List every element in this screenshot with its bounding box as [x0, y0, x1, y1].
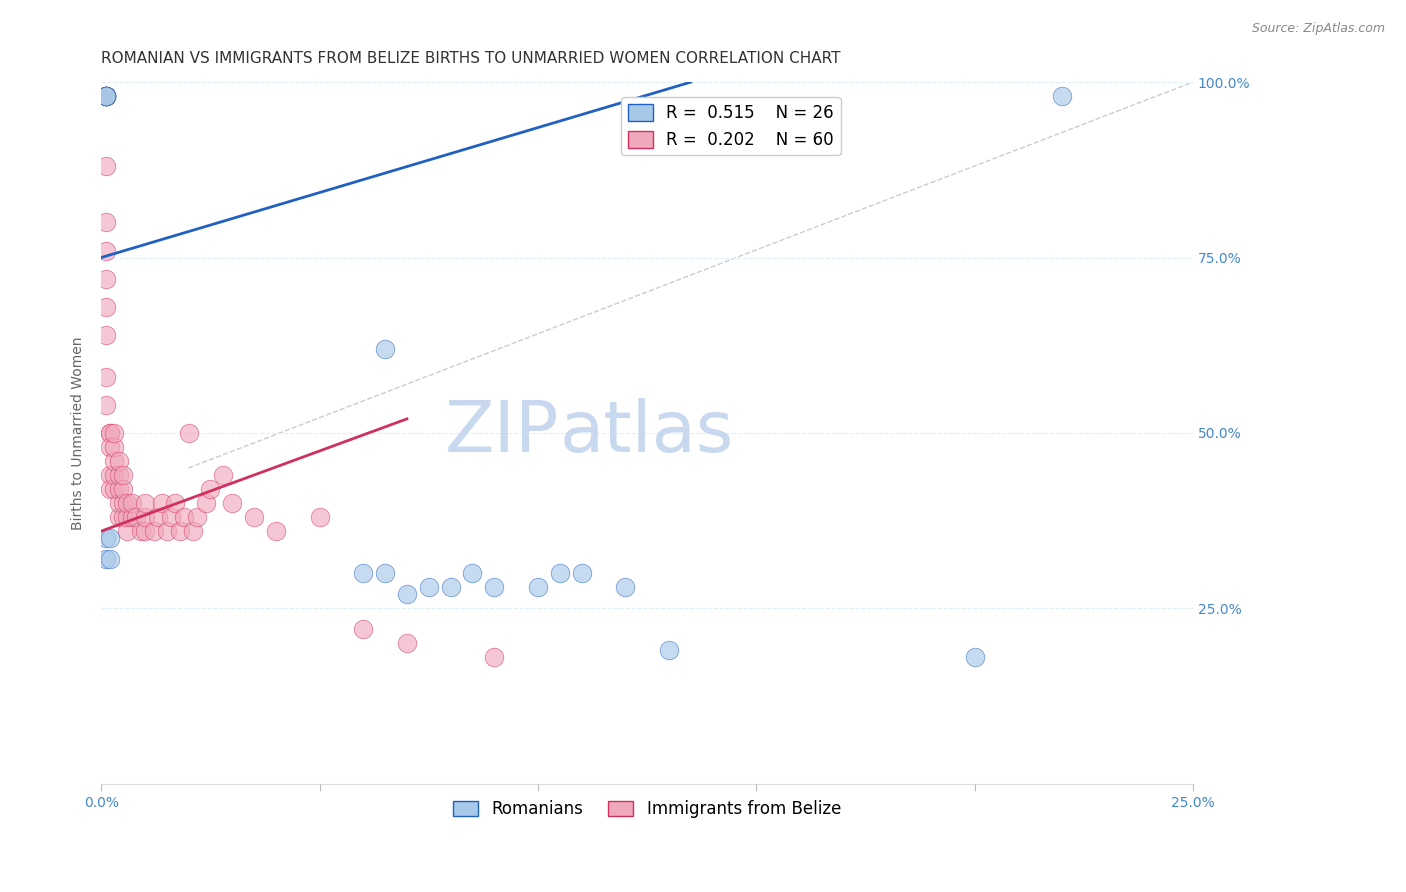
Point	[221, 496, 243, 510]
Point	[94, 159, 117, 173]
Point	[98, 482, 121, 496]
Point	[112, 482, 135, 496]
Point	[134, 510, 156, 524]
Text: Source: ZipAtlas.com: Source: ZipAtlas.com	[1251, 22, 1385, 36]
Point	[134, 496, 156, 510]
Point	[181, 524, 204, 538]
Point	[94, 89, 117, 103]
Point	[121, 510, 143, 524]
Point	[112, 510, 135, 524]
Point	[112, 496, 135, 510]
Point	[94, 531, 117, 545]
Point	[98, 468, 121, 483]
Point	[94, 89, 117, 103]
Point	[134, 524, 156, 538]
Point	[94, 89, 117, 103]
Point	[117, 510, 139, 524]
Point	[112, 468, 135, 483]
Point	[103, 425, 125, 440]
Point	[186, 510, 208, 524]
Point	[461, 566, 484, 581]
Point	[243, 510, 266, 524]
Point	[156, 524, 179, 538]
Text: atlas: atlas	[560, 399, 734, 467]
Legend: Romanians, Immigrants from Belize: Romanians, Immigrants from Belize	[447, 793, 848, 824]
Point	[107, 482, 129, 496]
Point	[117, 524, 139, 538]
Text: ROMANIAN VS IMMIGRANTS FROM BELIZE BIRTHS TO UNMARRIED WOMEN CORRELATION CHART: ROMANIAN VS IMMIGRANTS FROM BELIZE BIRTH…	[101, 51, 841, 66]
Point	[264, 524, 287, 538]
Point	[94, 271, 117, 285]
Point	[98, 552, 121, 566]
Point	[352, 566, 374, 581]
Point	[98, 425, 121, 440]
Point	[527, 580, 550, 594]
Point	[94, 327, 117, 342]
Point	[146, 510, 169, 524]
Point	[169, 524, 191, 538]
Point	[439, 580, 461, 594]
Point	[484, 580, 506, 594]
Point	[177, 425, 200, 440]
Point	[395, 587, 418, 601]
Point	[94, 89, 117, 103]
Point	[165, 496, 187, 510]
Point	[94, 89, 117, 103]
Y-axis label: Births to Unmarried Women: Births to Unmarried Women	[72, 336, 86, 530]
Point	[117, 496, 139, 510]
Point	[173, 510, 195, 524]
Point	[103, 454, 125, 468]
Point	[121, 496, 143, 510]
Point	[107, 454, 129, 468]
Point	[484, 650, 506, 665]
Point	[103, 440, 125, 454]
Point	[107, 510, 129, 524]
Point	[150, 496, 173, 510]
Point	[94, 89, 117, 103]
Point	[160, 510, 183, 524]
Text: ZIP: ZIP	[446, 399, 560, 467]
Point	[418, 580, 440, 594]
Point	[103, 482, 125, 496]
Point	[374, 566, 396, 581]
Point	[395, 636, 418, 650]
Point	[374, 342, 396, 356]
Point	[94, 215, 117, 229]
Point	[548, 566, 571, 581]
Point	[98, 531, 121, 545]
Point	[571, 566, 593, 581]
Point	[352, 623, 374, 637]
Point	[94, 300, 117, 314]
Point	[94, 369, 117, 384]
Point	[1050, 89, 1073, 103]
Point	[94, 552, 117, 566]
Point	[94, 398, 117, 412]
Point	[308, 510, 330, 524]
Point	[94, 244, 117, 258]
Point	[195, 496, 218, 510]
Point	[129, 524, 152, 538]
Point	[107, 468, 129, 483]
Point	[125, 510, 148, 524]
Point	[142, 524, 165, 538]
Point	[658, 643, 681, 657]
Point	[94, 89, 117, 103]
Point	[212, 468, 235, 483]
Point	[614, 580, 637, 594]
Point	[94, 89, 117, 103]
Point	[103, 468, 125, 483]
Point	[98, 440, 121, 454]
Point	[200, 482, 222, 496]
Point	[98, 425, 121, 440]
Point	[94, 89, 117, 103]
Point	[107, 496, 129, 510]
Point	[963, 650, 986, 665]
